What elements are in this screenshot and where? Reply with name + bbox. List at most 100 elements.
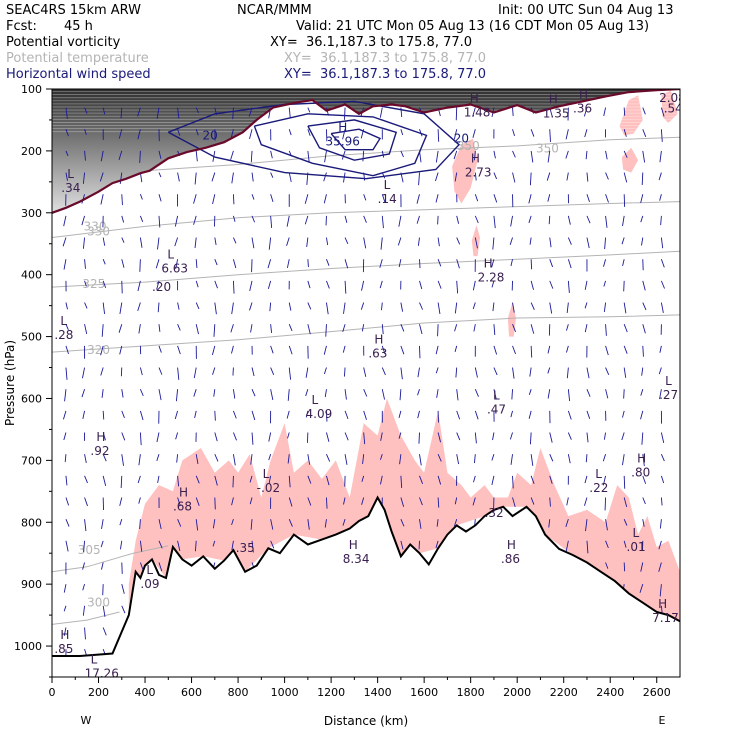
- wind-vector-19: [65, 518, 70, 527]
- wind-vector-529: [509, 432, 513, 440]
- wind-vector-171: [193, 194, 197, 204]
- wind-vector-685: [658, 172, 662, 181]
- y-tick-label-600: 600: [21, 392, 42, 405]
- wind-vector-93: [121, 432, 126, 441]
- wind-vector-133: [157, 302, 160, 313]
- wind-vector-687: [660, 215, 662, 226]
- wind-vector-356: [362, 150, 365, 162]
- wind-vector-248: [249, 475, 253, 483]
- wind-vector-363: [360, 302, 365, 310]
- wind-vector-174: [195, 259, 198, 268]
- wind-vector-83: [121, 215, 125, 223]
- wind-vector-435: [437, 129, 440, 142]
- wind-vector-348: [344, 410, 349, 420]
- extremum-value-7: 2.73: [465, 165, 492, 179]
- wind-vector-453: [436, 519, 439, 527]
- wind-vector-241: [250, 324, 253, 333]
- wind-vector-215: [232, 215, 236, 222]
- extremum-marker-1: H: [549, 93, 558, 107]
- wind-vector-134: [158, 324, 161, 332]
- wind-vector-564: [547, 367, 551, 374]
- wind-vector-610: [584, 475, 588, 484]
- wind-vector-2: [65, 150, 69, 157]
- field-name-theta: Potential temperature: [6, 51, 149, 66]
- wind-vector-641: [622, 215, 625, 227]
- wind-vector-38: [82, 367, 86, 379]
- wind-vector-151: [174, 215, 179, 227]
- wind-vector-526: [512, 367, 515, 379]
- wind-vector-465: [454, 324, 458, 332]
- wind-vector-514: [512, 107, 514, 117]
- wind-vector-611: [584, 497, 588, 506]
- wind-vector-79: [118, 129, 123, 139]
- wind-vector-444: [437, 324, 439, 337]
- wind-vector-507: [493, 367, 498, 376]
- wind-vector-255: [270, 150, 273, 159]
- wind-vector-118: [138, 454, 141, 466]
- wind-vector-535: [530, 150, 534, 163]
- y-tick-label-300: 300: [21, 207, 42, 220]
- wind-vector-345: [342, 345, 346, 353]
- wind-vector-323: [326, 302, 329, 315]
- theta-contour-330: [52, 201, 680, 238]
- wind-vector-523: [512, 302, 515, 313]
- wind-vector-695: [659, 389, 662, 400]
- wind-vector-205: [214, 475, 218, 486]
- wind-vector-702: [658, 540, 662, 550]
- wind-vector-279: [286, 215, 290, 227]
- wind-vector-144: [158, 540, 163, 549]
- extremum-marker-5: L: [67, 167, 74, 181]
- wind-vector-5: [63, 215, 67, 227]
- wind-vector-140: [156, 454, 160, 461]
- wind-vector-158: [177, 367, 180, 380]
- wind-vector-550: [530, 475, 535, 484]
- wind-vector-492: [473, 475, 476, 483]
- extremum-value-15: .47: [487, 402, 506, 416]
- wind-vector-385: [381, 367, 386, 376]
- pv-region-5: [507, 302, 516, 337]
- extremum-value-11: .28: [54, 328, 73, 342]
- wind-vector-656: [623, 540, 627, 548]
- wind-vector-547: [528, 410, 532, 419]
- wind-vector-80: [118, 150, 123, 161]
- wind-vector-73: [101, 562, 104, 570]
- wind-vector-87: [119, 302, 123, 315]
- wind-vector-403: [400, 345, 405, 355]
- wind-vector-629: [603, 432, 607, 440]
- wind-vector-139: [156, 432, 160, 443]
- extremum-value-16: .92: [90, 444, 109, 458]
- wind-vector-369: [363, 432, 366, 445]
- wind-vector-62: [101, 324, 104, 337]
- wind-vector-598: [586, 215, 591, 224]
- wind-vector-463: [456, 280, 459, 294]
- wind-vector-173: [194, 237, 197, 248]
- wind-vector-653: [623, 475, 626, 489]
- wind-vector-449: [437, 432, 442, 443]
- wind-vector-157: [177, 345, 181, 355]
- wind-vector-169: [195, 150, 198, 162]
- wind-vector-89: [119, 345, 123, 355]
- wind-vector-313: [307, 519, 310, 530]
- wind-vector-502: [491, 259, 495, 268]
- wind-vector-410: [400, 497, 405, 507]
- wind-vector-631: [602, 475, 607, 486]
- extremum-value-21: .32: [485, 506, 504, 520]
- wind-vector-659: [642, 107, 646, 115]
- wind-vector-18: [65, 497, 70, 506]
- wind-vector-368: [363, 410, 367, 420]
- wind-vector-268: [268, 432, 272, 442]
- wind-vector-414: [419, 129, 423, 137]
- extremum-value-2: .36: [573, 102, 592, 116]
- extremum-value-5: .34: [61, 181, 80, 195]
- wind-vector-567: [549, 432, 553, 443]
- wind-vector-1: [65, 129, 69, 137]
- wind-vector-103: [137, 129, 141, 140]
- wind-contour-label-0: 20: [203, 128, 218, 142]
- wind-vector-622: [603, 280, 607, 287]
- wind-vector-31: [81, 215, 85, 226]
- extremum-marker-28: H: [60, 628, 69, 642]
- wind-vector-637: [623, 129, 627, 137]
- wind-vector-102: [137, 107, 141, 117]
- extremum-marker-26: L: [146, 563, 153, 577]
- wind-vector-375: [381, 150, 385, 158]
